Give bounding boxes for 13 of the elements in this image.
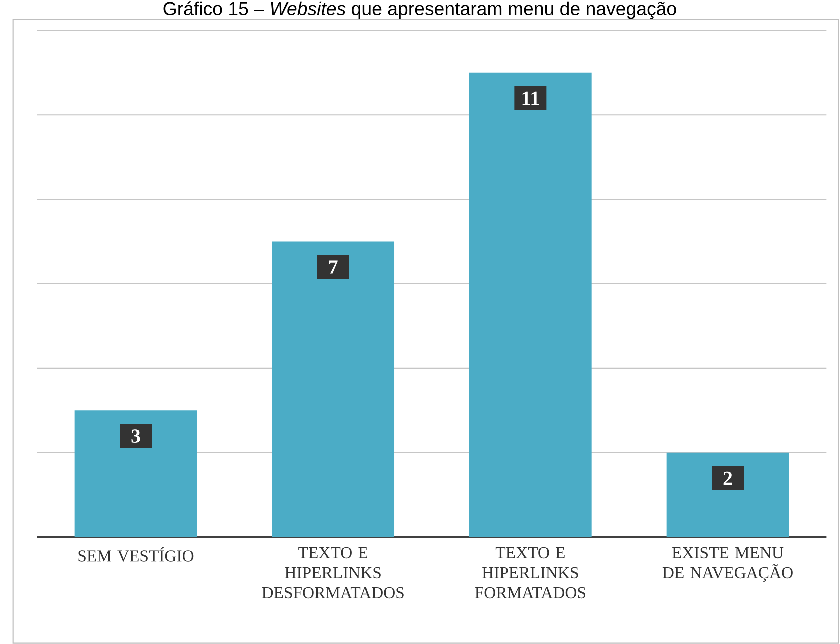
- x-tick-label: EXISTE MENU DE NAVEGAÇÃO: [662, 547, 793, 582]
- x-tick-label: SEM VESTÍGIO: [78, 547, 194, 562]
- bar: [272, 242, 395, 538]
- bar: [469, 72, 592, 538]
- bar: [74, 410, 198, 538]
- data-label: 7: [329, 260, 338, 274]
- data-label: 3: [132, 430, 140, 444]
- data-label: 11: [522, 92, 540, 106]
- bar: [666, 452, 790, 538]
- data-label: 2: [724, 472, 732, 486]
- chart-title: Gráfico 15 – Websites que apresentaram menu de navegação: [164, 2, 676, 20]
- x-tick-label: TEXTO E HIPERLINKS FORMATADOS: [475, 547, 586, 599]
- x-tick-label: TEXTO E HIPERLINKS DESFORMATADOS: [262, 547, 404, 599]
